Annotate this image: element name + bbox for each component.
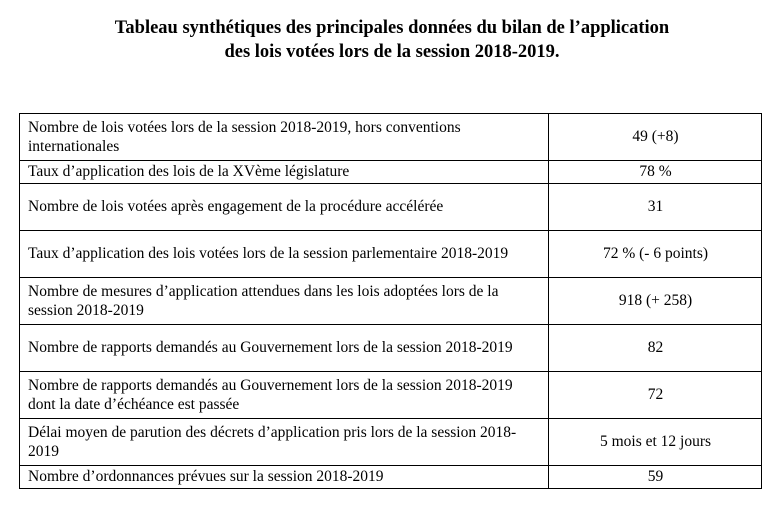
table-row: Nombre de lois votées après engagement d… xyxy=(19,183,762,231)
row-label: Nombre de rapports demandés au Gouvernem… xyxy=(19,324,549,372)
row-value: 49 (+8) xyxy=(548,113,762,161)
table-row: Nombre d’ordonnances prévues sur la sess… xyxy=(19,465,762,489)
row-label: Délai moyen de parution des décrets d’ap… xyxy=(19,418,549,466)
summary-table: Nombre de lois votées lors de la session… xyxy=(19,113,762,489)
row-label: Taux d’application des lois de la XVème … xyxy=(19,160,549,184)
row-value: 31 xyxy=(548,183,762,231)
row-label: Nombre de lois votées lors de la session… xyxy=(19,113,549,161)
row-value: 72 xyxy=(548,371,762,419)
row-value: 59 xyxy=(548,465,762,489)
table-row: Taux d’application des lois votées lors … xyxy=(19,230,762,278)
table-row: Nombre de rapports demandés au Gouvernem… xyxy=(19,371,762,419)
table-row: Nombre de rapports demandés au Gouvernem… xyxy=(19,324,762,372)
title-line-1: Tableau synthétiques des principales don… xyxy=(114,18,670,38)
row-label: Taux d’application des lois votées lors … xyxy=(19,230,549,278)
row-value: 918 (+ 258) xyxy=(548,277,762,325)
title-line-2: des lois votées lors de la session 2018-… xyxy=(224,42,560,62)
row-value: 78 % xyxy=(548,160,762,184)
table-row: Nombre de lois votées lors de la session… xyxy=(19,113,762,161)
row-value: 5 mois et 12 jours xyxy=(548,418,762,466)
row-value: 72 % (- 6 points) xyxy=(548,230,762,278)
row-label: Nombre de lois votées après engagement d… xyxy=(19,183,549,231)
row-label: Nombre de rapports demandés au Gouvernem… xyxy=(19,371,549,419)
row-label: Nombre d’ordonnances prévues sur la sess… xyxy=(19,465,549,489)
table-row: Taux d’application des lois de la XVème … xyxy=(19,160,762,184)
row-label: Nombre de mesures d’application attendue… xyxy=(19,277,549,325)
row-value: 82 xyxy=(548,324,762,372)
table-row: Délai moyen de parution des décrets d’ap… xyxy=(19,418,762,466)
document-title: Tableau synthétiques des principales don… xyxy=(0,16,784,64)
table-row: Nombre de mesures d’application attendue… xyxy=(19,277,762,325)
